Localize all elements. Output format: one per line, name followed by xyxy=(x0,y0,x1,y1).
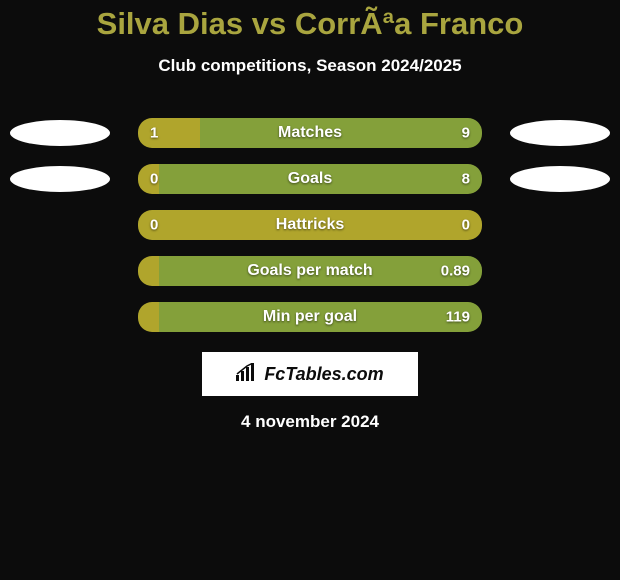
stat-row: 1 Matches 9 xyxy=(0,118,620,148)
stat-value-right: 0.89 xyxy=(441,263,470,280)
stat-label: Hattricks xyxy=(276,216,344,234)
stat-bar-left xyxy=(138,118,200,148)
subtitle: Club competitions, Season 2024/2025 xyxy=(0,56,620,76)
stat-value-left: 0 xyxy=(150,217,158,234)
date-label: 4 november 2024 xyxy=(0,412,620,432)
logo-box: FcTables.com xyxy=(202,352,418,396)
stat-row: 0 Hattricks 0 xyxy=(0,210,620,240)
page-title: Silva Dias vs CorrÃªa Franco xyxy=(0,0,620,42)
stat-value-left: 0 xyxy=(150,171,158,188)
stat-label: Min per goal xyxy=(263,308,357,326)
stat-value-right: 8 xyxy=(462,171,470,188)
stat-row: Min per goal 119 xyxy=(0,302,620,332)
stat-value-right: 119 xyxy=(446,309,470,326)
stat-value-right: 0 xyxy=(462,217,470,234)
player-marker-left xyxy=(10,166,110,192)
stat-bar-left xyxy=(138,302,159,332)
bars-icon xyxy=(236,363,258,386)
stat-value-left: 1 xyxy=(150,125,158,142)
stat-bar-left xyxy=(138,256,159,286)
stat-label: Goals xyxy=(288,170,332,188)
stat-row: Goals per match 0.89 xyxy=(0,256,620,286)
stat-row: 0 Goals 8 xyxy=(0,164,620,194)
stat-label: Goals per match xyxy=(247,262,372,280)
stat-rows: 1 Matches 9 0 Goals 8 0 Hattricks 0 Goals per mat… xyxy=(0,118,620,332)
player-marker-right xyxy=(510,166,610,192)
logo-text: FcTables.com xyxy=(264,364,383,385)
player-marker-right xyxy=(510,120,610,146)
comparison-card: Silva Dias vs CorrÃªa Franco Club compet… xyxy=(0,0,620,580)
player-marker-left xyxy=(10,120,110,146)
stat-value-right: 9 xyxy=(462,125,470,142)
stat-label: Matches xyxy=(278,124,342,142)
